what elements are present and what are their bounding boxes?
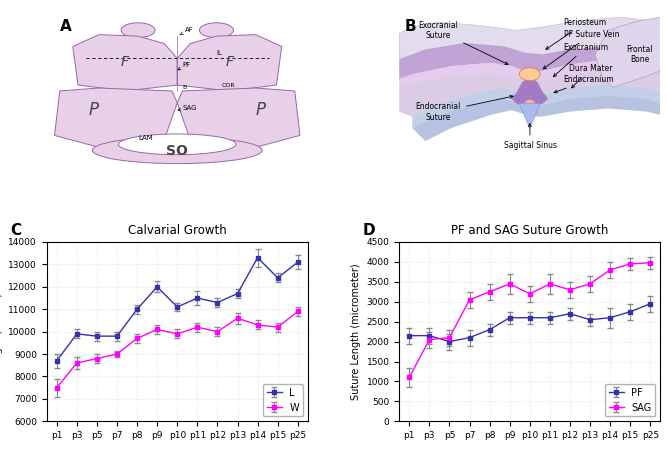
Ellipse shape [199,23,233,38]
Title: Calvarial Growth: Calvarial Growth [128,224,227,237]
Polygon shape [55,88,177,147]
Text: AF: AF [180,27,194,35]
Text: SO: SO [166,144,188,158]
Polygon shape [177,88,300,147]
Text: C: C [10,224,21,238]
Text: Dura Mater: Dura Mater [569,64,612,88]
Polygon shape [520,104,540,128]
Ellipse shape [524,100,535,107]
Text: PF: PF [178,62,191,70]
Text: Endocranial
Suture: Endocranial Suture [416,95,513,122]
Text: P: P [256,100,266,119]
Polygon shape [400,43,660,79]
Text: SAG: SAG [178,105,197,111]
Text: Exocranial
Suture: Exocranial Suture [418,21,508,64]
Text: IL: IL [216,50,222,56]
Text: COR: COR [221,82,235,88]
Text: P: P [89,100,99,119]
Polygon shape [595,17,660,87]
Title: PF and SAG Suture Growth: PF and SAG Suture Growth [451,224,608,237]
Ellipse shape [121,23,155,38]
Polygon shape [412,95,660,141]
Text: F: F [121,55,129,69]
Polygon shape [177,35,281,91]
Text: LAM: LAM [139,135,153,141]
Ellipse shape [520,68,540,81]
Text: B: B [183,86,187,90]
Text: Exocranium: Exocranium [554,43,609,77]
Text: D: D [363,224,376,238]
Text: B: B [404,19,416,34]
Text: A: A [60,19,71,34]
Polygon shape [400,17,660,60]
Text: Sagittal Sinus: Sagittal Sinus [504,124,557,150]
Y-axis label: Suture Length (micrometer): Suture Length (micrometer) [351,263,361,400]
Legend: PF, SAG: PF, SAG [605,384,656,417]
Text: Periosteum: Periosteum [546,19,607,50]
Ellipse shape [119,134,236,155]
Y-axis label: Length (micron): Length (micron) [0,293,3,371]
Text: Endocranium: Endocranium [554,75,614,93]
Polygon shape [400,60,660,87]
Text: Frontal
Bone: Frontal Bone [626,45,653,64]
Polygon shape [73,35,177,91]
Text: PF Suture Vein: PF Suture Vein [543,30,619,69]
Ellipse shape [93,137,262,163]
Text: F: F [225,55,233,69]
Polygon shape [412,84,660,128]
Legend: L, W: L, W [263,384,303,417]
Polygon shape [400,68,660,117]
Polygon shape [512,76,548,107]
